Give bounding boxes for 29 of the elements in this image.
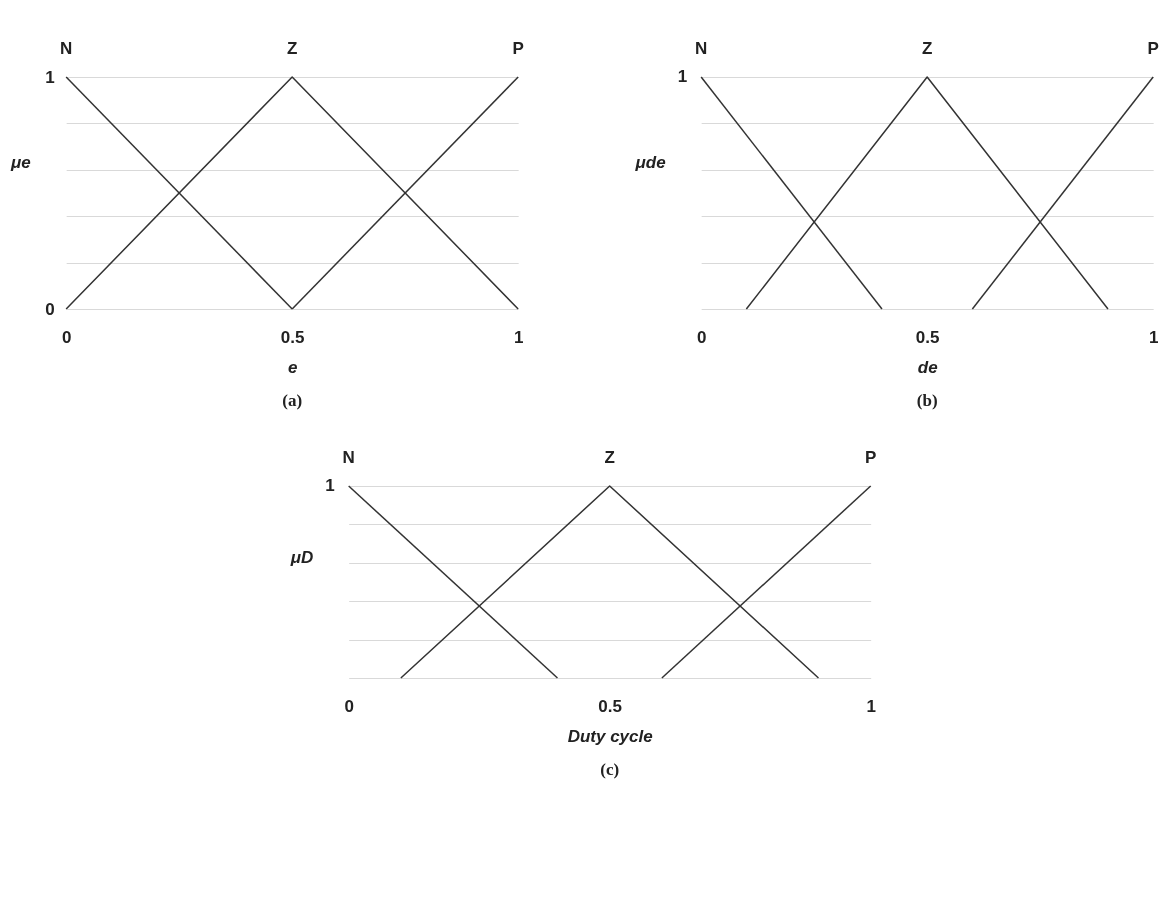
y-axis-title: μe <box>9 153 31 173</box>
text: (c) <box>600 760 620 779</box>
x-axis-title: de <box>917 357 938 377</box>
series-label: N <box>342 448 355 467</box>
series-label: N <box>695 39 708 58</box>
text: 1 <box>325 476 335 495</box>
x-tick-label: 0 <box>61 327 72 347</box>
x-tick-label: 0.5 <box>915 327 940 347</box>
text: 1 <box>677 67 688 86</box>
series-label: Z <box>286 39 298 58</box>
series-label: N <box>60 39 73 58</box>
x-tick-label: 0 <box>344 696 354 716</box>
x-axis-title: Duty cycle <box>567 726 653 746</box>
series-label: P <box>512 39 524 58</box>
series-label: P <box>1147 39 1159 58</box>
series-label: Z <box>921 39 933 58</box>
x-tick-label: 1 <box>866 696 876 716</box>
x-tick-label: 0.5 <box>598 696 622 716</box>
x-axis-title: e <box>287 357 298 377</box>
text: (a) <box>282 391 303 410</box>
series-label: Z <box>604 448 615 467</box>
y-axis-title: μde <box>634 153 666 173</box>
x-tick-label: 1 <box>1148 327 1159 347</box>
x-tick-label: 1 <box>513 327 524 347</box>
x-tick-label: 0 <box>696 327 707 347</box>
x-tick-label: 0.5 <box>280 327 305 347</box>
y-axis-title: μD <box>289 547 314 567</box>
text: (b) <box>916 391 938 410</box>
series-label: P <box>864 448 877 467</box>
